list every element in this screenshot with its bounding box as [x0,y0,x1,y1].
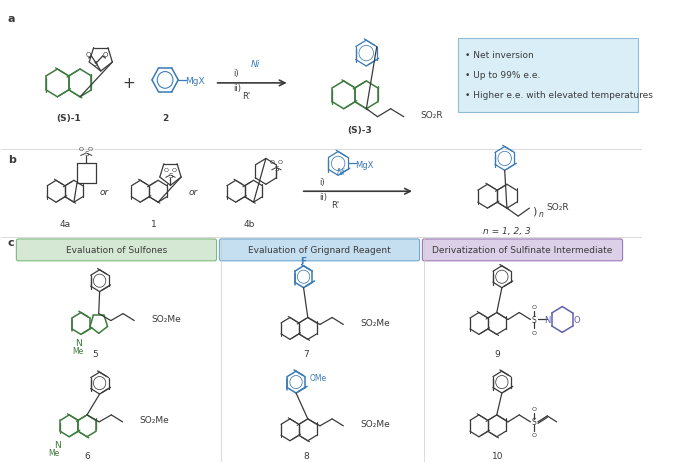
Text: O: O [88,147,92,152]
Text: 10: 10 [491,451,503,460]
Text: 5: 5 [92,349,98,358]
Text: ): ) [532,206,536,216]
Text: Ni: Ni [251,59,260,69]
Text: or: or [100,188,109,196]
Text: MgX: MgX [356,161,373,169]
Text: SO₂Me: SO₂Me [360,318,390,327]
Text: n = 1, 2, 3: n = 1, 2, 3 [483,227,530,236]
Text: O: O [532,432,536,438]
Text: F: F [301,257,307,266]
Text: O: O [269,160,274,165]
Text: 9: 9 [495,349,500,358]
Text: 4a: 4a [60,219,71,228]
Text: Derivatization of Sulfinate Intermediate: Derivatization of Sulfinate Intermediate [432,246,612,255]
Text: O: O [172,168,177,173]
Text: S: S [94,61,98,67]
Text: ii): ii) [319,192,327,201]
Text: SO₂Me: SO₂Me [151,314,181,323]
Text: b: b [8,155,16,165]
Text: S: S [532,418,536,426]
FancyBboxPatch shape [219,239,419,261]
Text: i): i) [319,177,325,187]
Text: SO₂R: SO₂R [546,202,569,211]
Text: O: O [86,52,91,58]
Text: SO₂R: SO₂R [421,111,443,120]
Text: Ni: Ni [336,168,345,176]
Text: Evaluation of Grignard Reagent: Evaluation of Grignard Reagent [248,246,391,255]
Text: • Net inversion: • Net inversion [465,51,534,60]
Text: 7: 7 [303,349,309,358]
Text: 6: 6 [84,451,90,460]
FancyBboxPatch shape [16,239,216,261]
Text: i): i) [234,69,239,78]
Text: S: S [169,173,173,179]
Text: O: O [163,168,169,173]
FancyBboxPatch shape [423,239,623,261]
Text: O: O [532,304,536,309]
Text: R': R' [242,92,250,101]
Text: n: n [538,209,544,218]
Text: SO₂Me: SO₂Me [140,415,169,425]
Text: 1: 1 [151,219,157,228]
Text: MgX: MgX [185,77,205,86]
Text: O: O [103,52,108,58]
Text: N: N [75,338,82,347]
Text: S: S [274,166,279,171]
Text: O: O [532,330,536,335]
Text: ii): ii) [234,84,241,93]
Text: S: S [84,151,88,157]
Text: +: + [122,76,135,91]
Text: O: O [574,315,580,324]
Text: 2: 2 [162,114,169,123]
Text: SO₂Me: SO₂Me [360,419,390,428]
Text: O: O [277,160,283,165]
Text: Me: Me [49,448,60,457]
Text: (S)-1: (S)-1 [56,114,81,123]
Text: (S)-3: (S)-3 [347,126,372,135]
Text: OMe: OMe [310,373,327,382]
Text: • Higher e.e. with elevated temperatures: • Higher e.e. with elevated temperatures [465,91,653,100]
Text: O: O [532,407,536,412]
Text: S: S [532,315,536,324]
Text: O: O [79,147,84,152]
Text: 8: 8 [303,451,309,460]
Text: N: N [53,440,60,449]
Text: • Up to 99% e.e.: • Up to 99% e.e. [465,71,540,80]
FancyBboxPatch shape [458,39,638,113]
Text: c: c [8,238,14,247]
Text: Me: Me [73,346,84,355]
Text: R': R' [331,200,339,209]
Text: N: N [544,315,551,324]
Text: or: or [188,188,198,196]
Text: 4b: 4b [244,219,255,228]
Text: Evaluation of Sulfones: Evaluation of Sulfones [66,246,167,255]
Text: a: a [8,14,16,24]
